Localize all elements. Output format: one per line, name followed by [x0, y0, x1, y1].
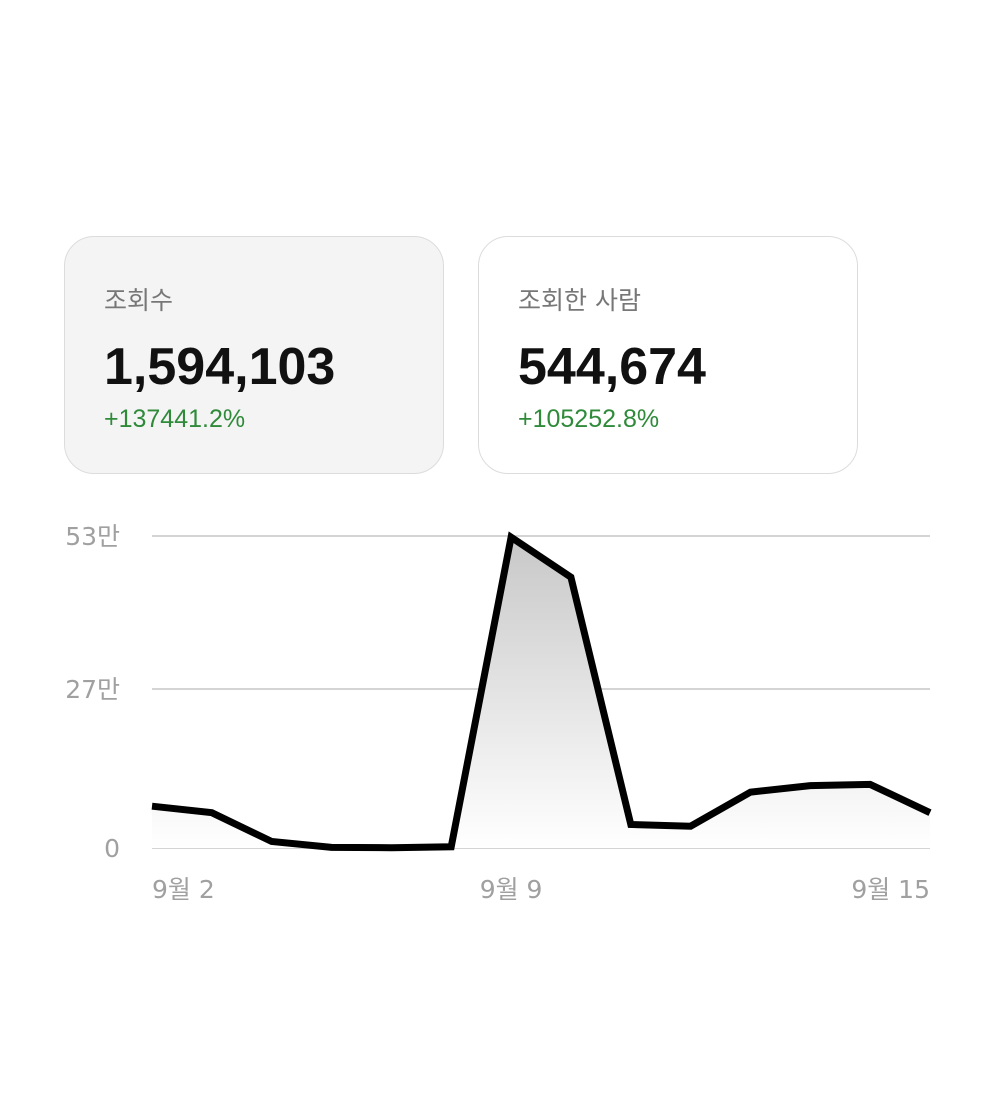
- x-tick-label: 9월 9: [480, 875, 543, 904]
- viewers-stat-card[interactable]: 조회한 사람 544,674 +105252.8%: [478, 236, 858, 474]
- y-tick-label: 53만: [65, 522, 120, 551]
- y-tick-label: 27만: [65, 675, 120, 704]
- chart-area-layer: [152, 537, 930, 848]
- views-value: 1,594,103: [104, 338, 336, 396]
- views-label: 조회수: [104, 286, 174, 315]
- y-tick-label: 0: [104, 834, 120, 863]
- views-stat-card[interactable]: 조회수 1,594,103 +137441.2%: [64, 236, 444, 474]
- chart-line-layer: [151, 531, 932, 852]
- viewers-value: 544,674: [518, 338, 706, 396]
- x-tick-label: 9월 15: [851, 875, 930, 904]
- series-line: [151, 531, 932, 852]
- viewers-label: 조회한 사람: [518, 286, 641, 315]
- chart-axis-labels: 53만 27만 0 9월 2 9월 9 9월 15: [65, 522, 930, 904]
- views-trend-chart: 53만 27만 0 9월 2 9월 9 9월 15: [65, 522, 932, 904]
- viewers-change: +105252.8%: [518, 405, 660, 433]
- views-change: +137441.2%: [104, 405, 246, 433]
- series-area-fill: [152, 537, 930, 848]
- x-tick-label: 9월 2: [152, 875, 215, 904]
